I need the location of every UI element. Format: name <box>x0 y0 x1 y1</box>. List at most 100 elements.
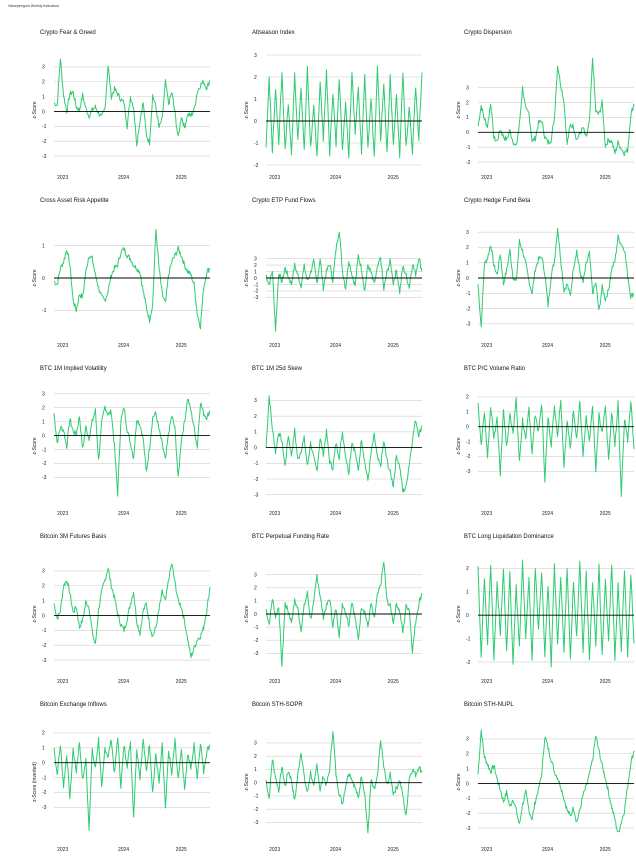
y-tick-label: 1 <box>42 94 45 100</box>
y-tick-label: 0 <box>254 612 257 618</box>
y-tick-label: 3 <box>254 741 257 747</box>
chart-plot: z-Score (inverted) -3 -2 -1 0 1 2 2023 2024 2025 <box>32 731 211 853</box>
x-tick-label: 2023 <box>269 175 280 181</box>
page-header: Valuepenguin Weekly Indicators <box>8 4 60 8</box>
chart-panel: Crypto Hedge Fund Beta z-Score -3 -2 -1 0 1 2 3 2… <box>456 198 636 358</box>
chart-panel: Bitcoin 3M Futures Basis z-Score -3 -2 -1 0 1 2… <box>32 534 240 694</box>
y-tick-label: -3 <box>42 658 47 664</box>
x-tick-label: 2024 <box>542 511 553 517</box>
x-tick-label: 2025 <box>600 847 611 853</box>
x-tick-label: 2024 <box>542 343 553 349</box>
x-tick-label: 2024 <box>330 343 341 349</box>
y-tick-label: -1 <box>42 124 47 130</box>
x-tick-label: 2024 <box>118 847 129 853</box>
x-tick-label: 2025 <box>388 175 399 181</box>
y-tick-label: 2 <box>466 752 469 758</box>
chart-title: Crypto Dispersion <box>464 30 512 36</box>
chart-plot: z-Score -2 -1 0 1 2 3 2023 2024 2025 <box>456 57 635 181</box>
y-axis-label: z-Score <box>456 773 462 790</box>
chart-plot: z-Score -3 -2 -1 0 1 2 3 2023 2024 2025 <box>244 395 423 517</box>
y-tick-label: 2 <box>466 566 469 572</box>
y-tick-label: -1 <box>42 628 47 634</box>
y-tick-label: 1 <box>42 243 45 249</box>
chart-title: Bitcoin STH-SOPR <box>252 702 303 708</box>
y-tick-label: 0 <box>42 109 45 115</box>
chart-title: Bitcoin 3M Futures Basis <box>40 534 107 540</box>
chart-title: BTC P/C Volume Ratio <box>464 366 526 372</box>
y-tick-label: -3 <box>466 322 471 328</box>
x-tick-label: 2023 <box>57 175 68 181</box>
chart-plot: z-Score -2 -1 0 1 2 3 2023 2024 2025 <box>244 53 423 181</box>
y-tick-label: -2 <box>254 163 259 169</box>
y-axis-label: z-Score <box>244 101 250 118</box>
y-tick-label: -1 <box>254 794 259 800</box>
series-line <box>265 731 423 834</box>
x-tick-label: 2025 <box>388 847 399 853</box>
y-tick-label: 3 <box>42 65 45 71</box>
y-tick-label: 2 <box>466 245 469 251</box>
y-axis-label: z-Score <box>32 269 38 286</box>
chart-panel: Crypto ETP Fund Flows z-Score -3 -2 -1 0 1 2 3 20… <box>244 198 452 358</box>
y-axis-label: z-Score <box>456 269 462 286</box>
series-line <box>53 228 211 330</box>
y-tick-label: -1 <box>466 796 471 802</box>
y-tick-label: 2 <box>466 395 469 401</box>
y-tick-label: -2 <box>466 160 471 166</box>
y-tick-label: -3 <box>466 826 471 832</box>
y-tick-label: -1 <box>466 145 471 151</box>
x-tick-label: 2025 <box>176 511 187 517</box>
y-tick-label: -2 <box>466 454 471 460</box>
x-tick-label: 2024 <box>118 679 129 685</box>
y-tick-label: 1 <box>466 410 469 416</box>
y-tick-label: -2 <box>42 139 47 145</box>
x-tick-label: 2024 <box>330 847 341 853</box>
y-tick-label: 0 <box>42 760 45 766</box>
y-tick-label: 2 <box>254 754 257 760</box>
x-tick-label: 2023 <box>481 175 492 181</box>
y-tick-label: 2 <box>42 406 45 412</box>
y-tick-label: -2 <box>466 811 471 817</box>
x-tick-label: 2024 <box>118 175 129 181</box>
y-axis-label: z-Score (inverted) <box>32 762 38 802</box>
x-tick-label: 2023 <box>481 679 492 685</box>
chart-panel: BTC Long Liquidation Dominance z-Score -2 -… <box>456 534 636 694</box>
x-tick-label: 2025 <box>600 343 611 349</box>
chart-panel: Crypto Fear & Greed z-Score -3 -2 -1 0 1 2 3 2023… <box>32 30 240 190</box>
y-tick-label: -3 <box>42 154 47 160</box>
y-tick-label: -3 <box>254 820 259 826</box>
chart-panel: BTC Perpetual Funding Rate z-Score -3 -2 -1 0… <box>244 534 452 694</box>
chart-panel: Altseason Index z-Score -2 -1 0 1 2 3 2023 2024 20… <box>244 30 452 190</box>
y-tick-label: 0 <box>42 433 45 439</box>
chart-title: Cross Asset Risk Appetite <box>40 198 109 204</box>
x-tick-label: 2024 <box>118 343 129 349</box>
y-tick-label: -3 <box>42 805 47 811</box>
chart-title: Bitcoin Exchange Inflows <box>40 702 107 708</box>
x-tick-label: 2025 <box>388 511 399 517</box>
y-tick-label: 2 <box>42 80 45 86</box>
x-tick-label: 2023 <box>269 847 280 853</box>
y-tick-label: 2 <box>254 414 257 420</box>
x-tick-label: 2025 <box>600 511 611 517</box>
y-tick-label: 0 <box>42 276 45 282</box>
y-tick-label: -1 <box>466 636 471 642</box>
chart-title: BTC 1M 25d Skew <box>252 366 303 372</box>
chart-title: Altseason Index <box>252 30 295 36</box>
y-tick-label: -1 <box>466 291 471 297</box>
series-line <box>477 57 635 157</box>
y-tick-label: 1 <box>254 430 257 436</box>
y-tick-label: 1 <box>42 598 45 604</box>
y-axis-label: z-Score <box>32 437 38 454</box>
y-axis-label: z-Score <box>244 269 250 286</box>
chart-panel: Bitcoin Exchange Inflows z-Score (inverte… <box>32 702 240 862</box>
x-tick-label: 2023 <box>57 343 68 349</box>
y-tick-label: 1 <box>42 746 45 752</box>
chart-plot: z-Score -3 -2 -1 0 1 2 3 2023 2024 2025 <box>32 58 211 181</box>
x-tick-label: 2023 <box>57 511 68 517</box>
chart-plot: z-Score -3 -2 -1 0 1 2 3 2023 2024 2025 <box>456 729 635 853</box>
x-tick-label: 2025 <box>388 343 399 349</box>
chart-title: Crypto Hedge Fund Beta <box>464 198 531 204</box>
y-tick-label: 1 <box>254 599 257 605</box>
x-tick-label: 2023 <box>269 343 280 349</box>
y-tick-label: 3 <box>254 398 257 404</box>
